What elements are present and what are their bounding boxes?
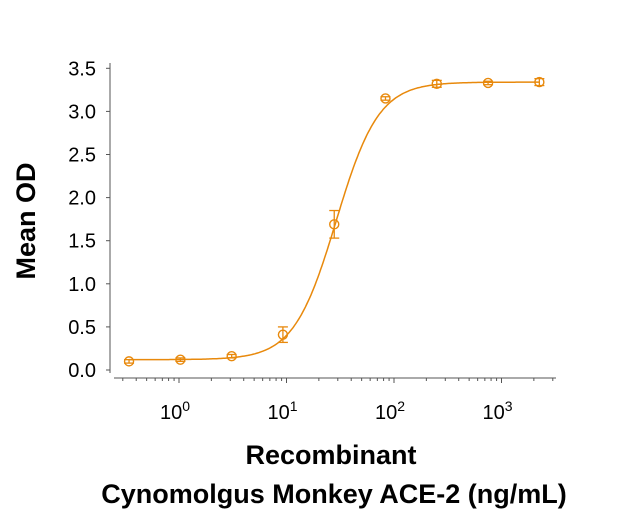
y-axis-label: Mean OD — [11, 162, 41, 279]
y-tick-label: 2.0 — [68, 188, 96, 210]
y-tick-label: 2.5 — [68, 145, 96, 167]
data-point — [431, 78, 442, 90]
x-tick-label: 103 — [482, 398, 512, 424]
data-point — [482, 77, 494, 89]
y-tick-label: 1.0 — [68, 274, 96, 296]
x-axis-label-line-2: Cynomolgus Monkey ACE-2 (ng/mL) — [101, 479, 567, 509]
data-point — [123, 356, 135, 367]
y-tick-label: 3.0 — [68, 101, 96, 123]
data-point — [329, 219, 340, 230]
y-tick-label: 3.5 — [68, 58, 96, 80]
x-axis-label-line-1: Recombinant — [245, 440, 416, 470]
y-tick-label: 1.5 — [68, 231, 96, 253]
data-point — [380, 93, 391, 104]
data-point — [226, 351, 237, 362]
data-point — [534, 76, 545, 88]
x-tick-label: 102 — [375, 398, 405, 424]
data-point — [277, 329, 289, 340]
data-marks — [123, 76, 545, 367]
x-tick-label: 100 — [160, 398, 190, 424]
data-point — [175, 354, 186, 365]
x-tick-label: 101 — [267, 398, 297, 424]
axes: 0.0 0.5 1.0 1.5 2.0 2.5 3.0 3.5 100 101 102 103 — [68, 58, 556, 424]
y-tick-label: 0.0 — [68, 360, 96, 382]
y-tick-label: 0.5 — [68, 317, 96, 339]
